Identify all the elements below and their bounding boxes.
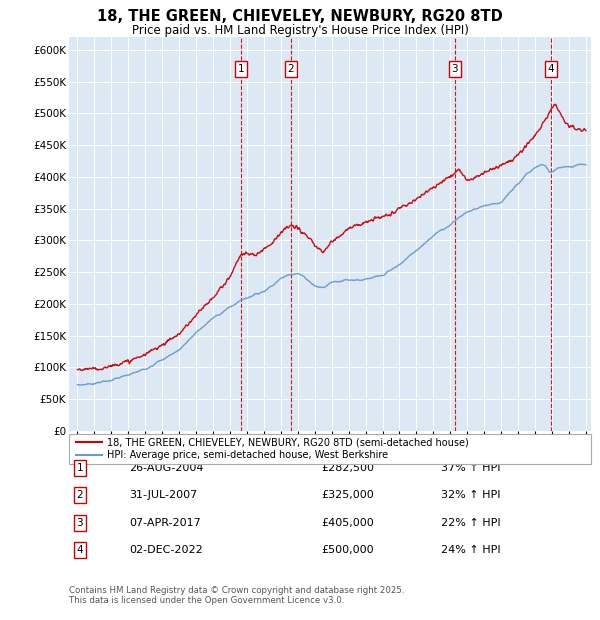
Text: 26-AUG-2004: 26-AUG-2004	[129, 463, 203, 473]
Text: 22% ↑ HPI: 22% ↑ HPI	[441, 518, 500, 528]
Text: Price paid vs. HM Land Registry's House Price Index (HPI): Price paid vs. HM Land Registry's House …	[131, 24, 469, 37]
Text: HPI: Average price, semi-detached house, West Berkshire: HPI: Average price, semi-detached house,…	[107, 450, 388, 461]
Text: 4: 4	[76, 545, 83, 555]
Text: 2: 2	[76, 490, 83, 500]
Text: Contains HM Land Registry data © Crown copyright and database right 2025.
This d: Contains HM Land Registry data © Crown c…	[69, 586, 404, 605]
Text: 3: 3	[452, 64, 458, 74]
Text: 18, THE GREEN, CHIEVELEY, NEWBURY, RG20 8TD (semi-detached house): 18, THE GREEN, CHIEVELEY, NEWBURY, RG20 …	[107, 437, 469, 448]
Text: £282,500: £282,500	[321, 463, 374, 473]
Text: 31-JUL-2007: 31-JUL-2007	[129, 490, 197, 500]
Text: 02-DEC-2022: 02-DEC-2022	[129, 545, 203, 555]
Text: 1: 1	[238, 64, 244, 74]
Text: 32% ↑ HPI: 32% ↑ HPI	[441, 490, 500, 500]
Text: 3: 3	[76, 518, 83, 528]
Text: 4: 4	[547, 64, 554, 74]
Text: 1: 1	[76, 463, 83, 473]
Text: 18, THE GREEN, CHIEVELEY, NEWBURY, RG20 8TD: 18, THE GREEN, CHIEVELEY, NEWBURY, RG20 …	[97, 9, 503, 24]
Text: 24% ↑ HPI: 24% ↑ HPI	[441, 545, 500, 555]
Text: £405,000: £405,000	[321, 518, 374, 528]
Text: 37% ↑ HPI: 37% ↑ HPI	[441, 463, 500, 473]
Text: 2: 2	[287, 64, 294, 74]
Text: 07-APR-2017: 07-APR-2017	[129, 518, 201, 528]
Text: £500,000: £500,000	[321, 545, 374, 555]
Text: £325,000: £325,000	[321, 490, 374, 500]
